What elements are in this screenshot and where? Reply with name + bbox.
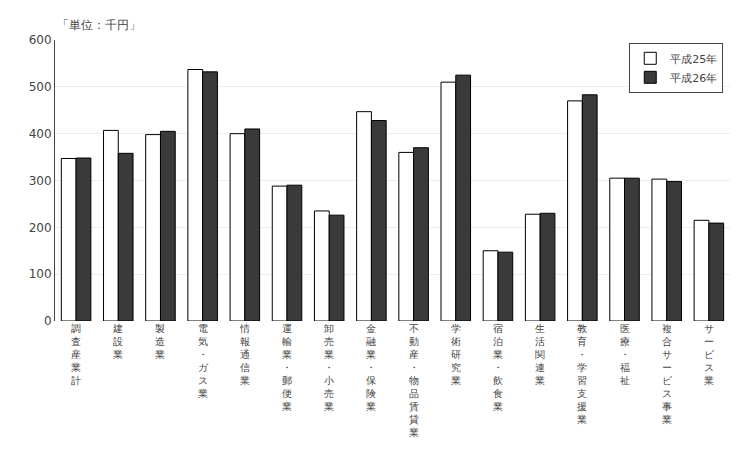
svg-text:卸売業・小売業: 卸売業・小売業 [324,323,334,412]
svg-text:調査産業計: 調査産業計 [71,323,81,386]
svg-text:不動産・物品賃貸業: 不動産・物品賃貸業 [409,323,419,438]
svg-text:生活関連業: 生活関連業 [535,323,545,386]
svg-text:運輸業・郵便業: 運輸業・郵便業 [282,323,292,412]
svg-text:400: 400 [29,127,52,141]
svg-text:学術研究業: 学術研究業 [451,323,461,386]
svg-text:医療・福祉: 医療・福祉 [620,323,630,386]
svg-text:複合サービス事業: 複合サービス事業 [662,323,673,425]
svg-text:サービス業: サービス業 [704,323,715,386]
svg-text:教育・学習支援業: 教育・学習支援業 [577,323,587,425]
svg-text:0: 0 [44,314,52,328]
svg-text:平成26年: 平成26年 [670,72,717,85]
svg-text:建設業: 建設業 [112,323,123,360]
svg-text:電気・ガス業: 電気・ガス業 [198,323,209,399]
svg-text:製造業: 製造業 [155,323,165,360]
svg-text:平成25年: 平成25年 [670,53,717,66]
svg-text:600: 600 [29,33,52,47]
svg-text:金融業・保険業: 金融業・保険業 [366,323,376,412]
svg-text:100: 100 [29,267,52,281]
svg-text:500: 500 [29,80,52,94]
svg-text:「単位：千円」: 「単位：千円」 [57,18,141,32]
svg-text:宿泊業・飲食業: 宿泊業・飲食業 [493,323,503,412]
svg-text:情報通信業: 情報通信業 [239,323,250,386]
svg-text:300: 300 [29,174,52,188]
svg-text:200: 200 [29,221,52,235]
